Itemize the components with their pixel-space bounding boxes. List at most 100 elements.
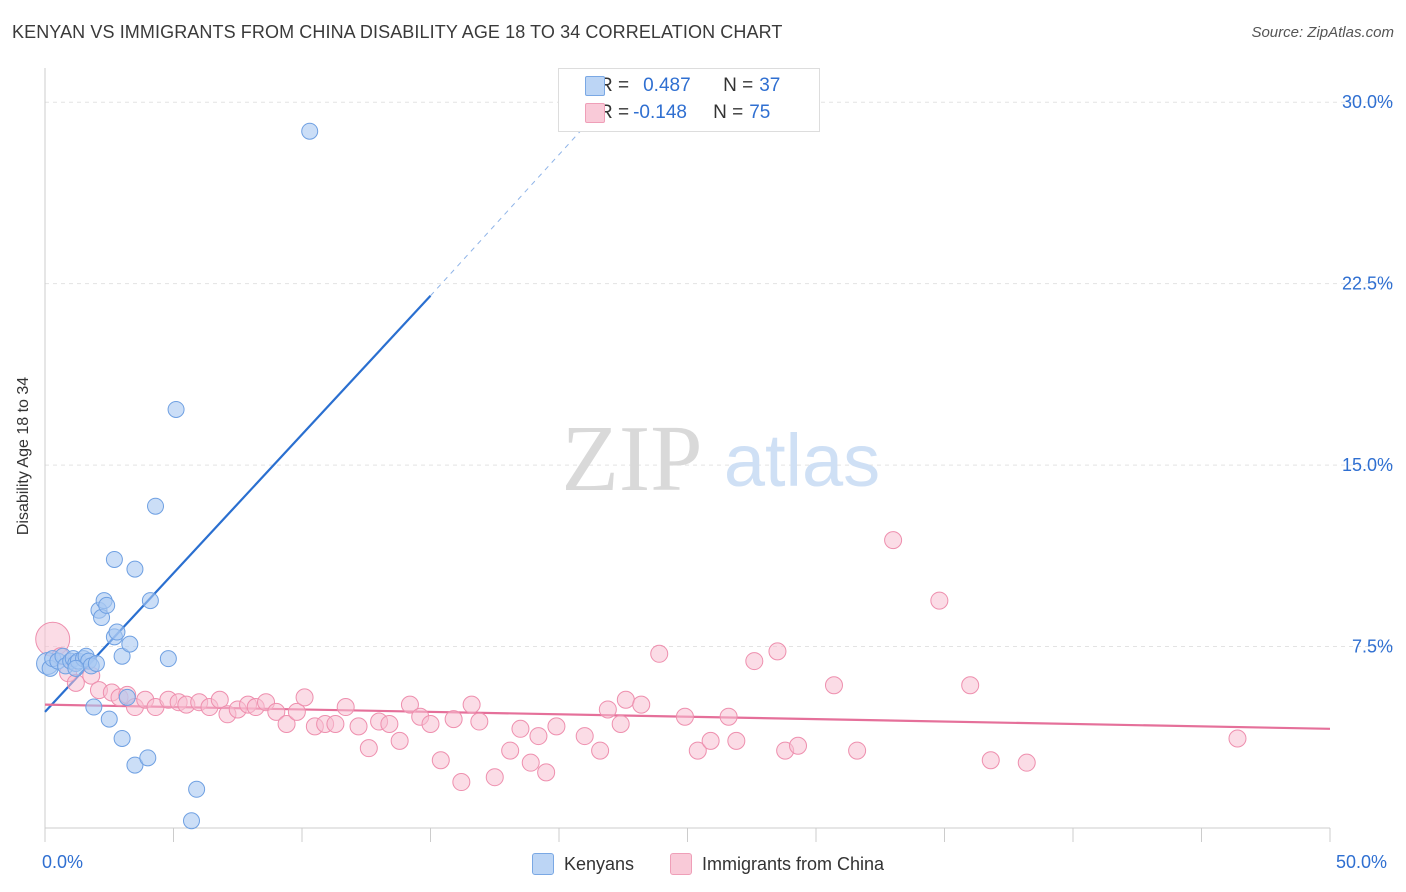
legend-r-label: R =: [599, 102, 630, 123]
legend-n-label: N =: [723, 75, 754, 96]
legend-item-china: Immigrants from China: [670, 853, 884, 875]
china-point: [431, 751, 450, 770]
kenyan-point: [67, 659, 85, 677]
correlation-legend: R = 0.487 N = 37 R = -0.148 N = 75: [558, 68, 820, 132]
kenyan-point: [105, 550, 123, 568]
chart-title: KENYAN VS IMMIGRANTS FROM CHINA DISABILI…: [12, 22, 783, 42]
kenyan-point: [167, 400, 185, 418]
legend-r-label: R =: [599, 75, 630, 96]
kenyan-point: [188, 780, 206, 798]
china-point: [400, 695, 419, 714]
china-point: [598, 700, 617, 719]
china-point: [961, 676, 980, 695]
china-point: [930, 591, 949, 610]
kenyan-trend-extension: [430, 126, 586, 297]
legend-swatch-kenyans: [585, 76, 605, 96]
kenyan-point: [113, 647, 131, 665]
kenyan-point: [87, 654, 105, 672]
kenyan-point: [182, 812, 200, 830]
china-point: [521, 753, 540, 772]
kenyan-point: [113, 729, 131, 747]
legend-r-value: -0.148: [633, 102, 687, 123]
y-axis-title: Disability Age 18 to 34: [15, 376, 32, 536]
china-point: [688, 741, 707, 760]
watermark-atlas: atlas: [724, 419, 880, 502]
china-point: [537, 763, 556, 782]
legend-n-value: 75: [749, 102, 771, 123]
kenyan-point: [139, 749, 157, 767]
source-credit: Source: ZipAtlas.com: [1251, 24, 1394, 41]
china-point: [675, 707, 694, 726]
china-point: [210, 690, 229, 709]
axes: [44, 68, 1331, 842]
china-point: [591, 741, 610, 760]
kenyan-point: [301, 122, 319, 140]
china-point: [1228, 729, 1247, 748]
watermark-zip: ZIP: [562, 407, 703, 511]
kenyan-point: [159, 650, 177, 668]
china-point: [267, 702, 286, 721]
y-tick-label: 22.5%: [1342, 274, 1393, 294]
legend-swatch-china: [585, 103, 605, 123]
kenyan-trend-line: [44, 294, 432, 713]
watermark: ZIP atlas: [562, 407, 881, 511]
china-point: [66, 673, 85, 692]
china-point: [848, 741, 867, 760]
legend-row-china: R = -0.148 N = 75: [585, 100, 771, 126]
legend-n-label: N =: [713, 102, 744, 123]
china-point: [632, 695, 651, 714]
y-tick-label: 30.0%: [1342, 92, 1393, 112]
legend-label-kenyans: Kenyans: [564, 853, 635, 874]
china-point: [529, 727, 548, 746]
china-point: [421, 714, 440, 733]
grid-lines: [45, 101, 1395, 648]
kenyan-point: [118, 688, 136, 706]
legend-label-china: Immigrants from China: [702, 853, 885, 874]
china-point: [511, 719, 530, 738]
china-point: [768, 642, 787, 661]
china-point: [727, 731, 746, 750]
kenyan-point: [147, 497, 165, 515]
series-kenyan-points: [36, 122, 319, 830]
kenyan-point: [100, 710, 118, 728]
y-tick-label: 15.0%: [1342, 455, 1393, 475]
china-point: [287, 702, 306, 721]
series-china-points: [35, 531, 1247, 792]
china-point: [650, 644, 669, 663]
x-axis-max-label: 50.0%: [1336, 852, 1388, 872]
y-tick-label: 7.5%: [1352, 637, 1393, 657]
china-point: [824, 676, 843, 695]
china-point: [547, 717, 566, 736]
china-point: [326, 714, 345, 733]
china-point: [380, 714, 399, 733]
china-point: [719, 707, 738, 726]
series-legend: Kenyans Immigrants from China: [0, 850, 1406, 878]
x-axis-min-label: 0.0%: [42, 852, 84, 872]
china-point: [470, 712, 489, 731]
china-point: [575, 727, 594, 746]
china-point: [981, 751, 1000, 770]
china-point: [485, 768, 504, 787]
china-point: [884, 531, 903, 550]
kenyan-point: [108, 623, 126, 641]
china-point: [745, 652, 764, 671]
kenyan-point: [121, 635, 139, 653]
legend-row-kenyans: R = 0.487 N = 37: [585, 73, 781, 99]
china-point: [701, 731, 720, 750]
kenyan-point: [85, 698, 103, 716]
kenyan-point: [98, 596, 116, 614]
china-point: [1017, 753, 1036, 772]
china-point: [349, 717, 368, 736]
china-point: [616, 690, 635, 709]
legend-swatch-china: [670, 853, 692, 875]
legend-n-value: 37: [759, 75, 781, 96]
kenyan-point: [126, 756, 144, 774]
china-point: [789, 736, 808, 755]
legend-swatch-kenyans: [532, 853, 554, 875]
china-point: [390, 731, 409, 750]
china-point: [452, 773, 471, 792]
china-point: [359, 739, 378, 758]
kenyan-point: [141, 592, 159, 610]
china-point: [444, 710, 463, 729]
